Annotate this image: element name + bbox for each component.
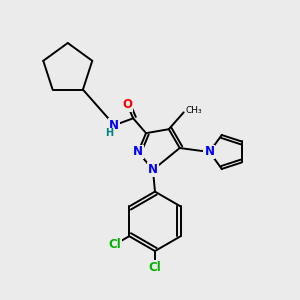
- Text: CH₃: CH₃: [186, 106, 202, 115]
- Text: N: N: [133, 146, 143, 158]
- Text: O: O: [122, 98, 132, 111]
- Text: N: N: [204, 146, 214, 158]
- Text: Cl: Cl: [108, 238, 121, 251]
- Text: Cl: Cl: [148, 261, 161, 274]
- Text: H: H: [105, 128, 113, 138]
- Text: N: N: [109, 119, 119, 132]
- Text: N: N: [148, 163, 158, 176]
